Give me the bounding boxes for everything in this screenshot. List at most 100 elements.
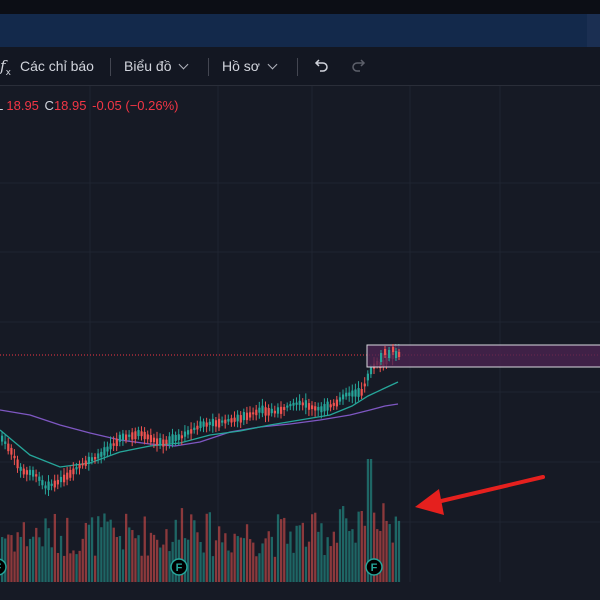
volume-bar (205, 513, 208, 582)
candle-body (81, 463, 84, 466)
volume-bar (84, 522, 87, 582)
volume-bar (90, 517, 94, 582)
event-marker-1[interactable]: F (0, 558, 7, 576)
candle-body (286, 405, 289, 408)
redo-icon[interactable] (350, 58, 368, 74)
candle-body (264, 407, 267, 416)
candle-body (211, 418, 214, 427)
volume-bar (292, 552, 295, 582)
legend-change: -0.05 (92, 98, 122, 113)
chart-menu-button[interactable]: Biểu đồ (124, 47, 189, 85)
ma-fast-line (0, 381, 399, 468)
volume-bar (394, 516, 397, 582)
candle-body (75, 467, 78, 470)
candle-body (242, 412, 245, 421)
volume-bar (13, 551, 16, 582)
undo-icon[interactable] (312, 58, 330, 74)
top-header-strip (0, 14, 600, 47)
volume-bar (193, 520, 196, 582)
candle-body (187, 430, 190, 435)
volume-bar (373, 512, 376, 582)
event-marker-2[interactable]: F (170, 558, 188, 576)
volume-bar (174, 519, 177, 582)
candle-body (90, 457, 94, 462)
volume-bar (162, 544, 165, 582)
volume-bar (342, 506, 345, 582)
volume-bar (233, 533, 236, 582)
candle-body (112, 443, 115, 446)
volume-bar (311, 514, 314, 582)
candlesticks (1, 344, 400, 497)
volume-bar (81, 538, 84, 582)
candle-body (392, 347, 395, 352)
candle-body (109, 443, 112, 450)
volume-bar (376, 529, 379, 582)
volume-bar (307, 541, 311, 582)
candle-body (38, 476, 41, 481)
candle-body (335, 399, 338, 407)
volume-bar (140, 555, 143, 582)
volume-bar (118, 535, 122, 582)
candle-body (292, 402, 295, 406)
volume-bar (329, 546, 332, 582)
candle-body (59, 476, 63, 483)
legend-l-value: 18.95 (6, 98, 39, 113)
candle-body (168, 436, 171, 444)
volume-bar (168, 551, 171, 582)
volume-bar (397, 520, 401, 582)
volume-bar (304, 546, 308, 582)
event-marker-3[interactable]: F (365, 558, 383, 576)
volume-bar (149, 532, 153, 582)
volume-bar (348, 531, 351, 582)
volume-bar (106, 521, 109, 582)
volume-bar (354, 542, 357, 582)
volume-bars (1, 459, 401, 582)
volume-bar (338, 509, 342, 582)
candle-body (348, 392, 351, 396)
candle-body (28, 469, 32, 476)
candle-body (320, 406, 323, 413)
candle-body (128, 434, 131, 437)
candle-body (304, 400, 307, 408)
candle-body (50, 483, 53, 486)
candle-body (388, 350, 391, 358)
candle-body (295, 402, 298, 405)
candle-body (363, 383, 366, 387)
candle-body (245, 412, 249, 421)
price-chart-canvas[interactable]: F F F (0, 86, 600, 600)
volume-bar (211, 556, 215, 582)
candle-body (221, 420, 224, 423)
volume-bar (221, 542, 224, 582)
volume-bar (363, 525, 366, 582)
volume-bar (94, 555, 97, 582)
candle-body (227, 418, 230, 422)
indicators-button[interactable]: Các chỉ báo (20, 47, 94, 85)
candle-body (208, 421, 211, 425)
candle-body (354, 389, 357, 397)
candle-body (140, 431, 143, 437)
volume-bar (50, 547, 53, 582)
toolbar-separator (297, 58, 298, 76)
red-arrow-annotation[interactable] (415, 475, 545, 515)
candle-body (35, 474, 38, 477)
volume-bar (16, 532, 19, 582)
volume-bar (264, 538, 267, 582)
candle-body (7, 443, 10, 452)
volume-bar (187, 539, 190, 582)
fx-icon[interactable]: fx (0, 57, 11, 78)
candle-body (72, 468, 75, 475)
candle-body (196, 425, 199, 430)
volume-bar (273, 556, 277, 582)
volume-bar (258, 553, 261, 582)
volume-bar (218, 526, 221, 582)
volume-bar (227, 550, 230, 582)
candle-body (205, 422, 208, 427)
profile-menu-button[interactable]: Hồ sơ (222, 47, 278, 85)
candle-body (357, 388, 360, 397)
volume-bar (261, 543, 264, 582)
resistance-zone-box[interactable] (366, 344, 600, 368)
candle-body (193, 427, 196, 431)
volume-bar (4, 538, 7, 582)
candle-body (125, 434, 128, 441)
event-marker-label: F (371, 562, 378, 574)
